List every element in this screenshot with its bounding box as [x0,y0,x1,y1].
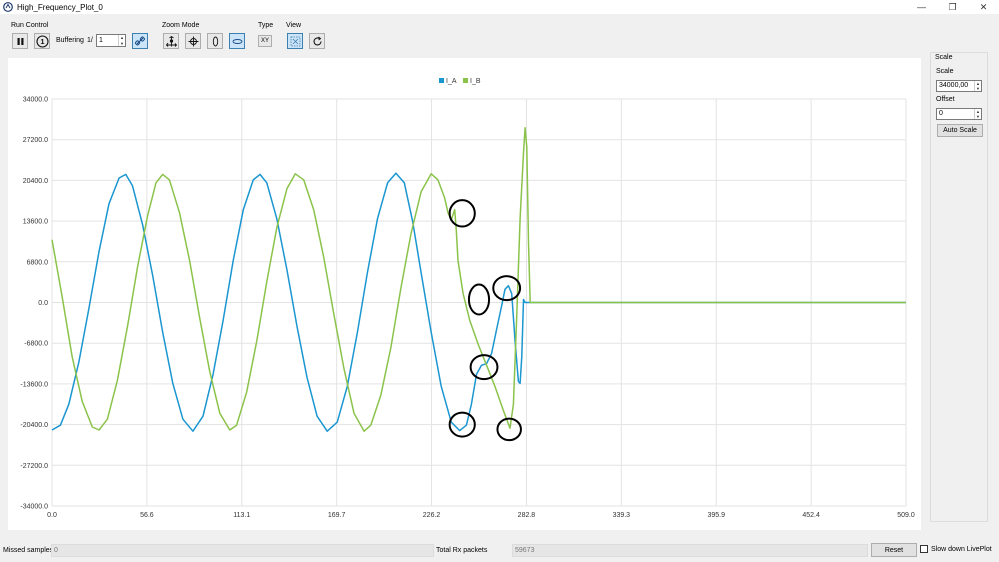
window-title: High_Frequency_Plot_0 [17,2,103,12]
zoom-center-button[interactable] [185,33,201,49]
svg-text:1: 1 [40,37,44,46]
x-tick-label: 169.7 [328,512,346,519]
spin-arrows-icon[interactable]: ▲ ▼ [974,81,981,91]
rx-packets-label: Total Rx packets [436,547,488,554]
link-button[interactable] [132,33,148,49]
scale-spinbox[interactable]: 34000,00 ▲ ▼ [936,80,982,92]
annotation-circle [496,417,522,442]
toolbar: Run Control 1 Buffering 1/ 1 ▲ ▼ Zoom Mod… [0,14,999,56]
x-tick-label: 282.8 [518,512,536,519]
x-tick-label: 56.6 [140,512,154,519]
series-line-i-b [51,126,906,432]
rx-packets-value: 59673 [512,544,868,557]
y-tick-label: 0.0 [38,300,48,307]
maximize-button[interactable]: ❐ [948,1,957,12]
view-label: View [286,22,302,29]
single-shot-button[interactable]: 1 [34,33,50,49]
title-bar: High_Frequency_Plot_0 — ❐ ✕ [0,0,999,14]
x-tick-label: 452.4 [802,512,820,519]
x-tick-label: 339.3 [613,512,631,519]
annotation-circle [469,354,499,381]
close-button[interactable]: ✕ [979,1,988,12]
type-label: Type [258,22,274,29]
zoom-center-icon [188,36,198,46]
status-bar: Missed samples 0 Total Rx packets 59673 … [0,540,999,562]
y-axis-labels: 34000.0 27200.0 20400.0 13600.0 6800.0 0.0 -68… [20,97,48,511]
scale-panel: Scale Scale 34000,00 ▲ ▼ Offset 0 ▲ ▼ Auto… [930,52,988,522]
zoom-all-icon [165,35,177,47]
x-tick-label: 113.1 [233,512,250,519]
refresh-button[interactable] [309,33,325,49]
annotation-circle [448,199,476,228]
single-shot-icon: 1 [35,34,49,48]
reset-button[interactable]: Reset [871,543,917,557]
plot-panel: 34000.0 27200.0 20400.0 13600.0 6800.0 0.0 -68… [8,58,921,530]
annotation-circle [492,275,522,302]
slow-down-checkbox[interactable] [920,545,928,553]
missed-samples-label: Missed samples [3,547,54,554]
legend-swatch [439,78,444,83]
refresh-icon [312,36,322,45]
pause-icon [17,37,23,45]
offset-label: Offset [936,96,955,103]
link-icon [135,36,145,46]
y-tick-label: -13600.0 [20,381,48,388]
slow-down-label: Slow down LivePlot [931,546,992,553]
offset-spinbox[interactable]: 0 ▲ ▼ [936,108,982,120]
y-tick-label: -6800.0 [24,341,48,348]
y-tick-label: -20400.0 [20,422,48,429]
legend-label[interactable]: I_A [446,78,457,85]
buffering-label: Buffering [56,37,84,44]
spin-arrows-icon[interactable]: ▲ ▼ [974,109,981,119]
x-tick-label: 226.2 [423,512,441,519]
annotation-circle [467,283,491,316]
x-axis-labels: 0.0 56.6 113.1 169.7 226.2 282.8 339.3 395.9 452… [47,512,915,519]
zoom-mode-label: Zoom Mode [162,22,200,29]
scale-label: Scale [936,68,954,75]
buffer-spinbox[interactable]: 1 ▲ ▼ [96,34,126,47]
scale-panel-title: Scale [935,54,953,61]
x-tick-label: 395.9 [707,512,725,519]
run-control-label: Run Control [11,22,49,29]
fit-view-icon [290,36,300,46]
buffer-prefix: 1/ [87,37,93,44]
missed-samples-value: 0 [51,544,434,557]
legend-swatch [463,78,468,83]
annotation-circle [448,411,476,438]
minimize-button[interactable]: — [917,2,926,12]
type-xy-button[interactable]: XY [258,35,272,47]
annotations [448,199,522,442]
zoom-horizontal-button[interactable] [229,33,245,49]
zoom-all-button[interactable] [163,33,179,49]
buffer-value: 1 [99,37,103,44]
y-tick-label: 13600.0 [23,219,48,226]
app-icon [3,2,13,12]
y-tick-label: -34000.0 [20,504,48,511]
y-tick-label: 20400.0 [23,178,48,185]
zoom-vertical-button[interactable] [207,33,223,49]
y-tick-label: -27200.0 [20,463,48,470]
legend[interactable]: I_A I_B [439,78,481,85]
legend-label[interactable]: I_B [470,78,481,85]
offset-value: 0 [939,110,943,117]
zoom-horizontal-icon [232,38,242,44]
y-tick-label: 6800.0 [27,259,49,266]
pause-button[interactable] [12,33,28,49]
x-tick-label: 509.0 [897,512,915,519]
y-tick-label: 34000.0 [23,97,48,104]
y-tick-label: 27200.0 [23,137,48,144]
line-chart[interactable]: 34000.0 27200.0 20400.0 13600.0 6800.0 0.0 -68… [8,58,921,530]
series-lines [51,126,906,432]
fit-view-button[interactable] [287,33,303,49]
spin-arrows-icon[interactable]: ▲ ▼ [118,35,125,46]
x-tick-label: 0.0 [47,512,57,519]
zoom-vertical-icon [212,36,218,46]
scale-value: 34000,00 [939,82,969,89]
auto-scale-button[interactable]: Auto Scale [937,124,983,137]
